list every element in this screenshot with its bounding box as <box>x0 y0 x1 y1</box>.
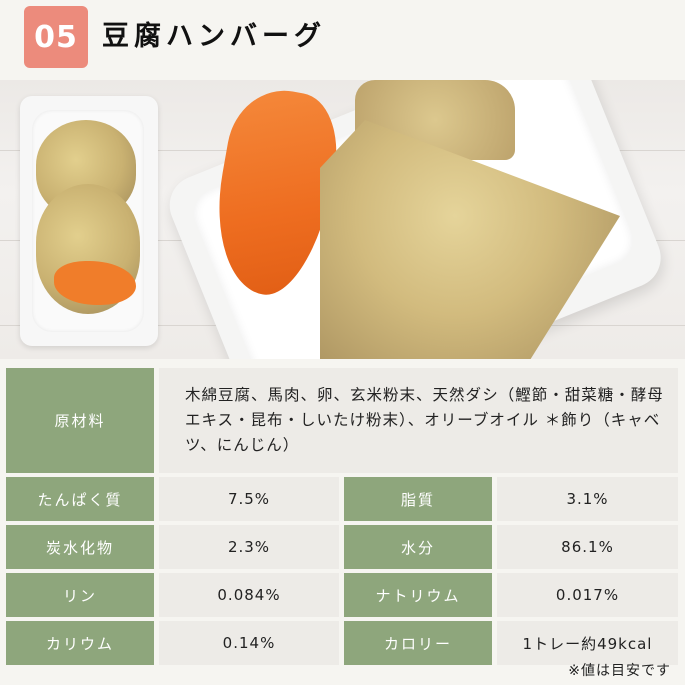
ingredients-value: 木綿豆腐、馬肉、卵、玄米粉末、天然ダシ（鰹節・甜菜糖・酵母エキス・昆布・しいたけ… <box>159 368 679 473</box>
table-row: たんぱく質 7.5% 脂質 3.1% <box>6 477 679 521</box>
calorie-label: カロリー <box>344 621 492 665</box>
phosphorus-value: 0.084% <box>159 573 339 617</box>
protein-label: たんぱく質 <box>6 477 154 521</box>
table-row: リン 0.084% ナトリウム 0.017% <box>6 573 679 617</box>
fat-label: 脂質 <box>344 477 492 521</box>
nutrition-table: 原材料 木綿豆腐、馬肉、卵、玄米粉末、天然ダシ（鰹節・甜菜糖・酵母エキス・昆布・… <box>1 364 683 669</box>
calorie-value: 1トレー約49kcal <box>497 621 679 665</box>
fat-value: 3.1% <box>497 477 679 521</box>
header: 05 豆腐ハンバーグ <box>0 0 685 80</box>
number-badge: 05 <box>24 6 88 68</box>
ingredients-row: 原材料 木綿豆腐、馬肉、卵、玄米粉末、天然ダシ（鰹節・甜菜糖・酵母エキス・昆布・… <box>6 368 679 473</box>
page-title: 豆腐ハンバーグ <box>102 21 326 52</box>
product-photo <box>0 80 685 359</box>
tray-carrot <box>54 261 136 305</box>
carbohydrate-label: 炭水化物 <box>6 525 154 569</box>
footnote: ※値は目安です <box>568 663 671 679</box>
moisture-value: 86.1% <box>497 525 679 569</box>
carbohydrate-value: 2.3% <box>159 525 339 569</box>
table-row: カリウム 0.14% カロリー 1トレー約49kcal <box>6 621 679 665</box>
packaged-tray <box>20 96 158 346</box>
ingredients-label: 原材料 <box>6 368 154 473</box>
phosphorus-label: リン <box>6 573 154 617</box>
potassium-value: 0.14% <box>159 621 339 665</box>
table-row: 炭水化物 2.3% 水分 86.1% <box>6 525 679 569</box>
sodium-label: ナトリウム <box>344 573 492 617</box>
protein-value: 7.5% <box>159 477 339 521</box>
sodium-value: 0.017% <box>497 573 679 617</box>
potassium-label: カリウム <box>6 621 154 665</box>
moisture-label: 水分 <box>344 525 492 569</box>
